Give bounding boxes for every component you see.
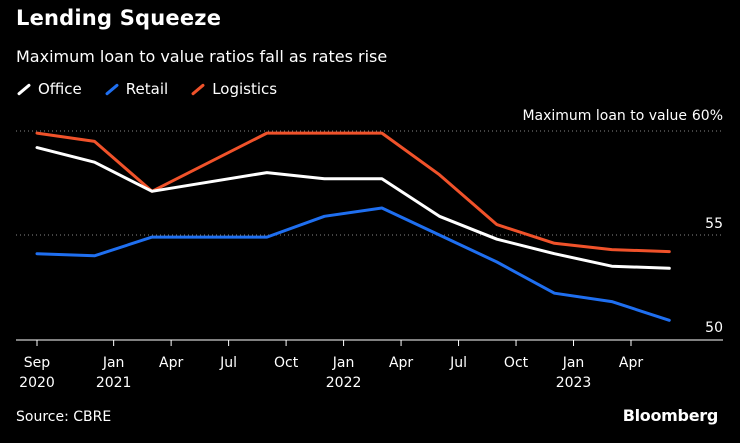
legend-item-retail: Retail	[104, 80, 168, 98]
chart-title: Lending Squeeze	[16, 6, 222, 30]
chart-subtitle: Maximum loan to value ratios fall as rat…	[16, 47, 388, 66]
x-tick-year-label: 2023	[556, 375, 592, 391]
x-tick-year-label: 2022	[326, 375, 362, 391]
legend-label-retail: Retail	[125, 80, 169, 98]
grid-layer	[16, 130, 723, 236]
legend-label-office: Office	[38, 80, 82, 98]
x-tick-label: Apr	[389, 355, 413, 371]
source-note: Source: CBRE	[16, 409, 112, 425]
y-tick-label: 60%	[692, 108, 723, 124]
series-line-office	[35, 146, 671, 270]
series-line-retail	[35, 206, 671, 322]
x-tick-label: Sep	[24, 355, 51, 371]
x-tick-label: Oct	[504, 355, 529, 371]
x-tick-label: Apr	[619, 355, 643, 371]
legend-item-office: Office	[16, 80, 82, 98]
x-tick-label: Oct	[274, 355, 299, 371]
x-tick-label: Jan	[332, 355, 355, 371]
x-tick-label: Jul	[449, 355, 467, 371]
x-tick-year-label: 2021	[96, 375, 132, 391]
y-tick-label: 50	[705, 320, 723, 336]
y-tick-label: 55	[705, 216, 723, 232]
legend-item-logistics: Logistics	[190, 80, 277, 98]
legend-label-logistics: Logistics	[212, 80, 278, 98]
x-tick-label: Apr	[159, 355, 183, 371]
y-tick-layer: 60% 55 50	[692, 108, 723, 336]
x-tick-label: Jul	[219, 355, 237, 371]
x-tick-year-label: 2020	[19, 375, 55, 391]
x-tick-label: Jan	[562, 355, 585, 371]
series-line-logistics	[35, 131, 671, 254]
x-tick-layer: Sep 2020 Jan 2021 Apr Jul Oct Jan 2022 Apr Jul Oct J…	[19, 340, 643, 391]
y-axis-label: Maximum loan to value	[522, 108, 687, 124]
legend: Office Retail Logistics	[16, 80, 277, 98]
series-layer	[35, 131, 671, 322]
x-tick-label: Jan	[102, 355, 125, 371]
brand-logo: Bloomberg	[622, 406, 719, 425]
